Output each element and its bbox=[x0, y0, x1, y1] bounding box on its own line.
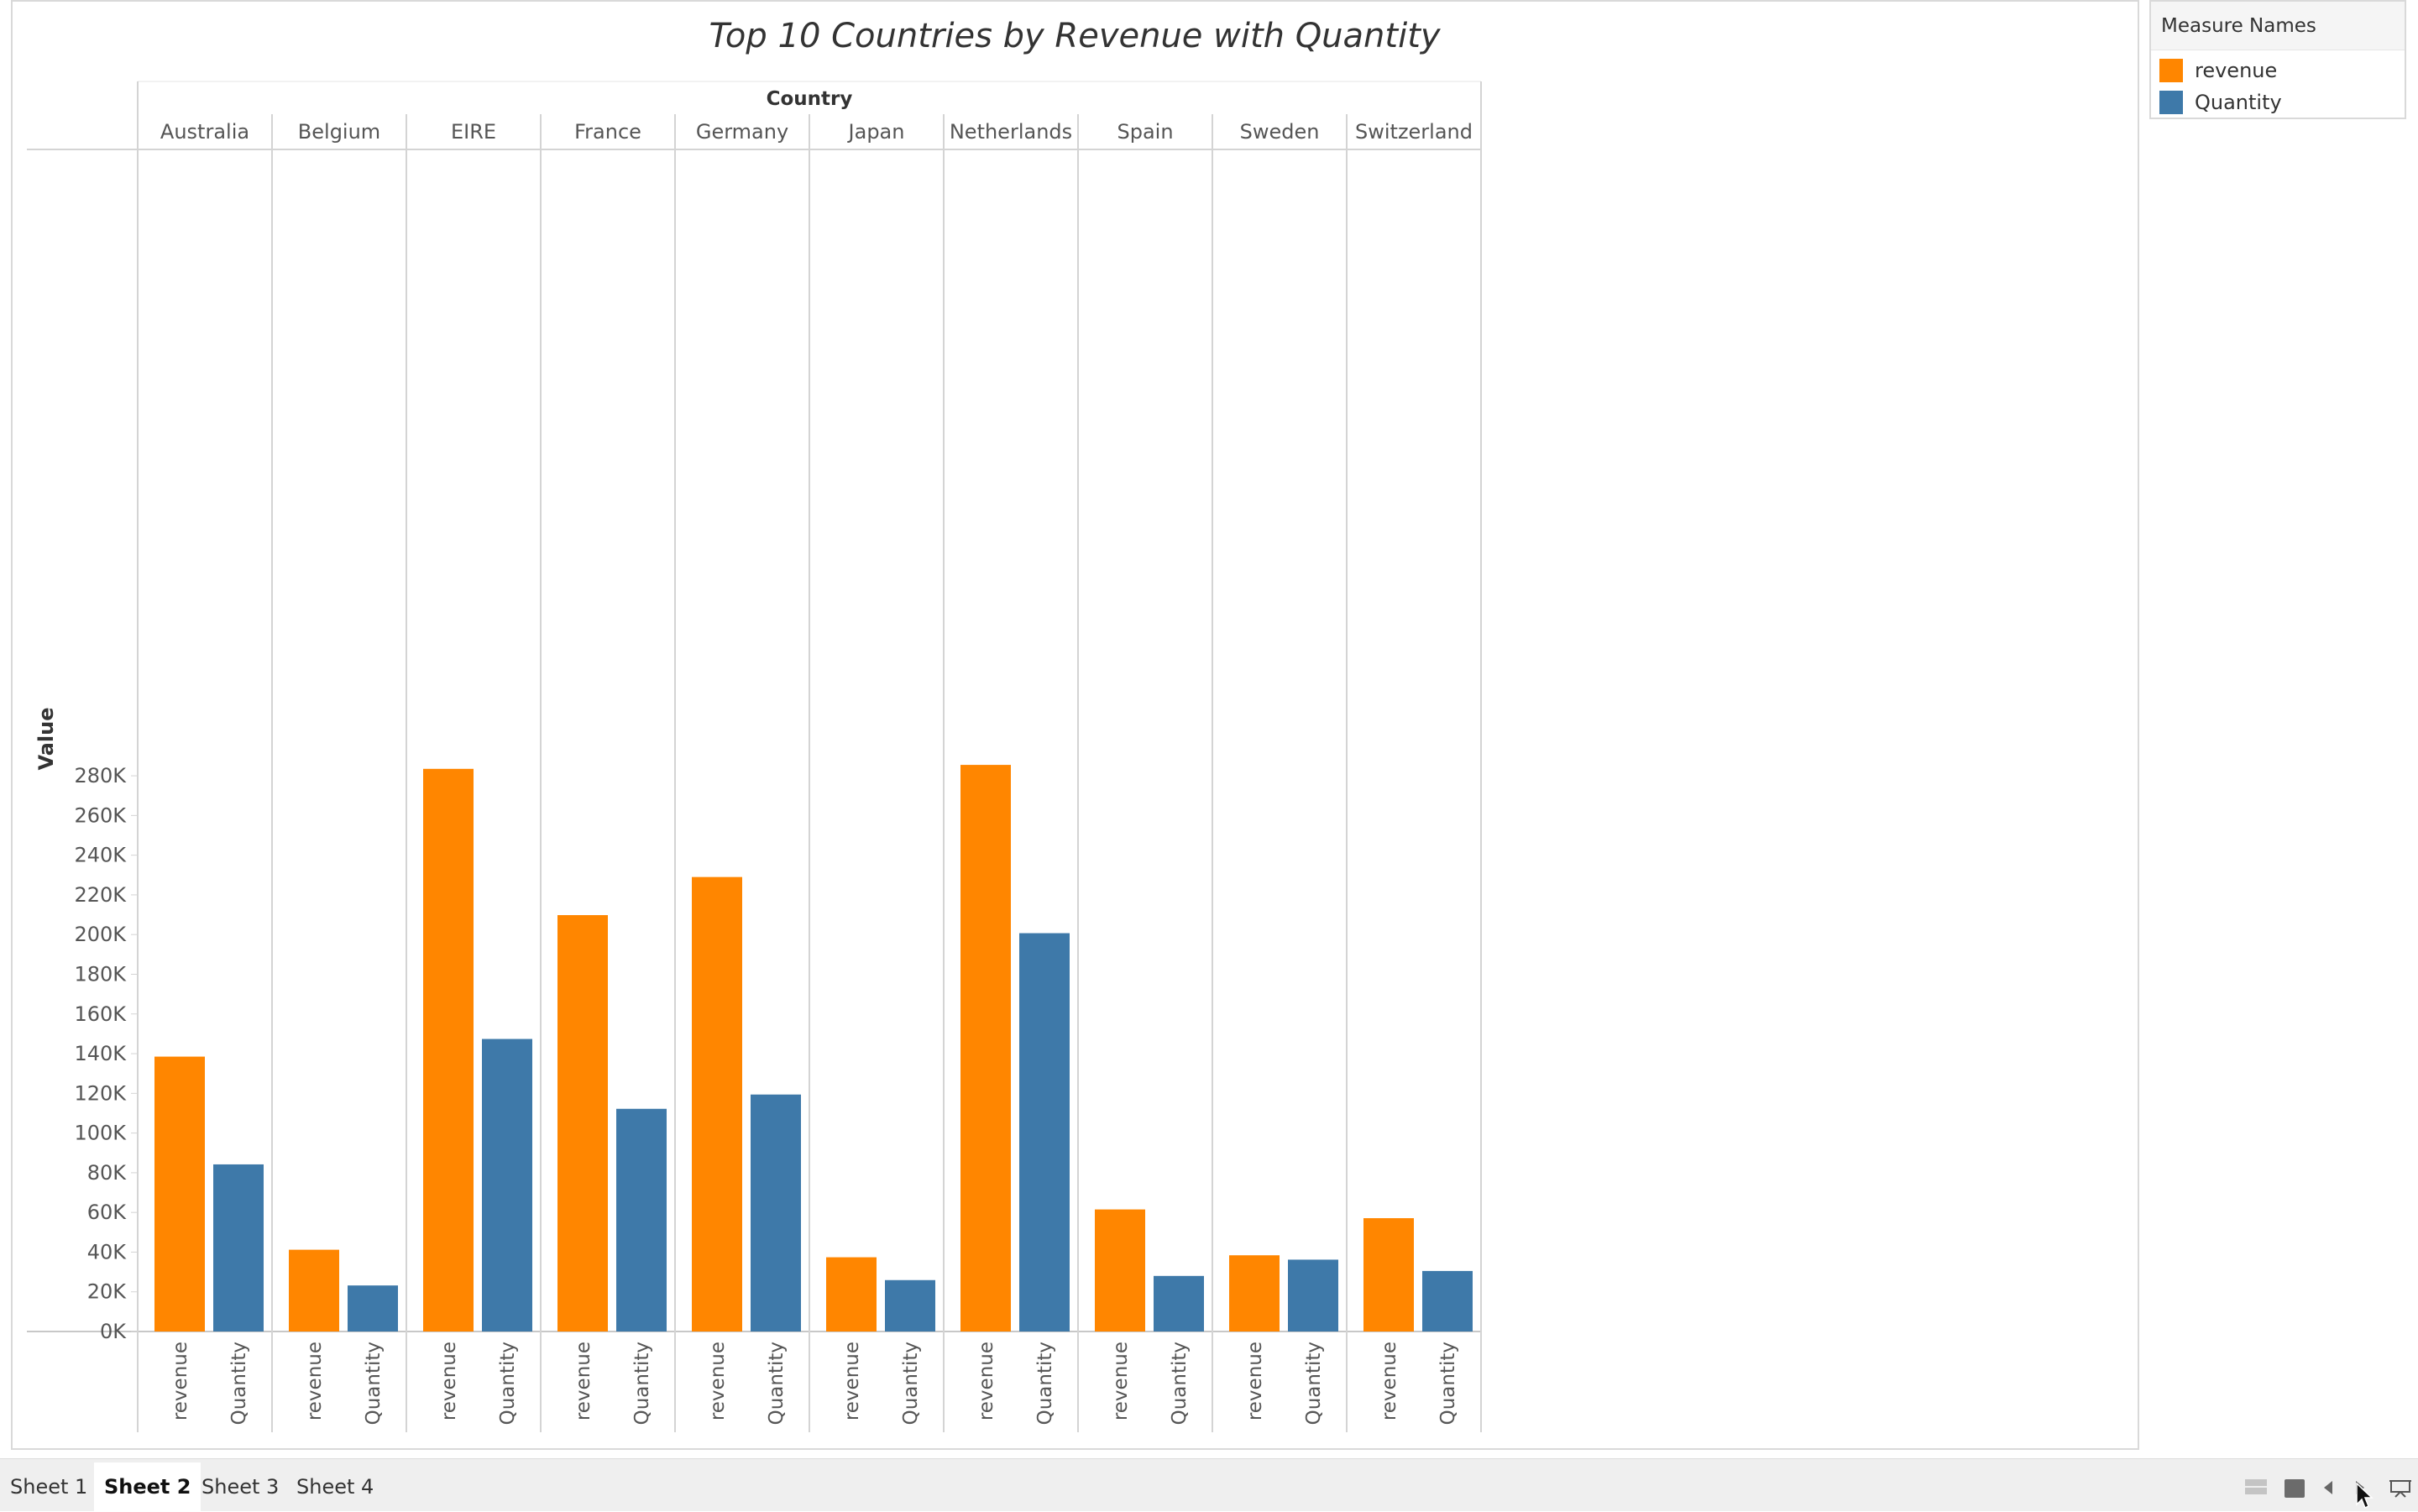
measure-label: revenue bbox=[841, 1342, 863, 1420]
measure-label: revenue bbox=[1379, 1342, 1400, 1420]
y-tick-label: 200K bbox=[74, 923, 127, 946]
bar-revenue-eire bbox=[423, 768, 474, 1332]
country-label: Spain bbox=[1117, 120, 1173, 144]
y-tick-label: 40K bbox=[87, 1240, 128, 1263]
country-label: Switzerland bbox=[1355, 120, 1473, 144]
presentation-icon[interactable] bbox=[2389, 1479, 2411, 1498]
tab-sheet-3[interactable]: Sheet 3 bbox=[202, 1475, 280, 1499]
bar-quantity-netherlands bbox=[1019, 933, 1070, 1332]
measure-label: Quantity bbox=[766, 1342, 788, 1425]
measure-label: Quantity bbox=[363, 1342, 385, 1425]
measure-label: revenue bbox=[304, 1342, 326, 1420]
bar-revenue-germany bbox=[692, 876, 742, 1332]
country-label: Australia bbox=[160, 120, 249, 144]
y-tick-label: 160K bbox=[74, 1002, 127, 1026]
bar-revenue-france bbox=[557, 915, 608, 1332]
measure-label: Quantity bbox=[1169, 1342, 1191, 1425]
tab-sheet-4[interactable]: Sheet 4 bbox=[296, 1475, 374, 1499]
y-tick-label: 0K bbox=[100, 1320, 127, 1343]
measure-label: revenue bbox=[170, 1342, 191, 1420]
bar-quantity-belgium bbox=[348, 1285, 398, 1332]
y-tick-label: 260K bbox=[74, 803, 127, 827]
measure-label: Quantity bbox=[228, 1342, 250, 1425]
bar-revenue-japan bbox=[826, 1257, 877, 1332]
measure-label: Quantity bbox=[900, 1342, 922, 1425]
country-label: Sweden bbox=[1240, 120, 1320, 144]
mouse-cursor-icon bbox=[2356, 1483, 2374, 1509]
legend-label-revenue: revenue bbox=[2195, 59, 2278, 82]
legend-title: Measure Names bbox=[2151, 2, 2405, 50]
y-tick-label: 100K bbox=[74, 1122, 127, 1145]
country-label: Japan bbox=[847, 120, 905, 144]
country-headers: Country Australia Belgium EIRE France Germany… bbox=[160, 88, 1473, 144]
caret-left-icon[interactable] bbox=[2324, 1481, 2332, 1494]
country-label: Netherlands bbox=[950, 120, 1072, 144]
bar-quantity-japan bbox=[885, 1279, 935, 1332]
measure-label: Quantity bbox=[631, 1342, 653, 1425]
bar-quantity-spain bbox=[1154, 1275, 1204, 1332]
y-tick-label: 240K bbox=[74, 844, 127, 867]
bar-revenue-netherlands bbox=[960, 765, 1011, 1332]
bar-revenue-spain bbox=[1095, 1209, 1145, 1332]
legend-label-quantity: Quantity bbox=[2195, 91, 2282, 114]
measure-axis-labels: revenue Quantity revenue Quantity revenue Qua… bbox=[170, 1342, 1459, 1425]
filmstrip-icon[interactable] bbox=[2285, 1479, 2305, 1498]
y-tick-label: 180K bbox=[74, 962, 127, 986]
y-tick-label: 20K bbox=[87, 1280, 128, 1304]
bar-revenue-switzerland bbox=[1363, 1218, 1414, 1332]
bar-quantity-australia bbox=[213, 1164, 264, 1332]
y-tick-label: 60K bbox=[87, 1201, 128, 1224]
y-tick-label: 220K bbox=[74, 883, 127, 907]
bar-revenue-sweden bbox=[1229, 1255, 1280, 1332]
sheet-tab-bar: Sheet 1 Sheet 2 Sheet 3 Sheet 4 bbox=[0, 1458, 2418, 1512]
chart-frame bbox=[27, 81, 1482, 1432]
measure-label: revenue bbox=[1110, 1342, 1132, 1420]
column-header-country: Country bbox=[767, 88, 853, 110]
tab-sheet-2[interactable]: Sheet 2 bbox=[94, 1462, 202, 1512]
bar-quantity-germany bbox=[751, 1094, 801, 1332]
grid-icon[interactable] bbox=[2245, 1479, 2267, 1494]
country-label: EIRE bbox=[451, 120, 496, 144]
measure-label: revenue bbox=[707, 1342, 729, 1420]
bar-quantity-eire bbox=[482, 1039, 532, 1332]
measure-label: Quantity bbox=[1437, 1342, 1459, 1425]
bar-quantity-sweden bbox=[1288, 1259, 1338, 1332]
country-label: Belgium bbox=[298, 120, 380, 144]
bars bbox=[154, 765, 1473, 1332]
measure-label: Quantity bbox=[497, 1342, 519, 1425]
chart-title: Top 10 Countries by Revenue with Quantit… bbox=[709, 17, 1441, 55]
measure-label: revenue bbox=[573, 1342, 594, 1420]
measure-label: revenue bbox=[1244, 1342, 1266, 1420]
bar-chart: 0K 20K 40K 60K 80K 100K 120K 140K 160K 180K 200K 22… bbox=[27, 81, 1482, 1432]
measure-label: revenue bbox=[976, 1342, 997, 1420]
measure-label: Quantity bbox=[1034, 1342, 1056, 1425]
legend-swatch-revenue bbox=[2159, 59, 2183, 82]
bar-revenue-australia bbox=[154, 1056, 205, 1332]
bar-quantity-france bbox=[616, 1108, 667, 1332]
y-tick-label: 120K bbox=[74, 1081, 127, 1105]
tab-sheet-1[interactable]: Sheet 1 bbox=[10, 1475, 88, 1499]
country-label: France bbox=[574, 120, 641, 144]
chart-pane bbox=[11, 0, 2139, 1450]
measure-label: revenue bbox=[438, 1342, 460, 1420]
legend-item-revenue[interactable]: revenue bbox=[2159, 57, 2277, 84]
legend-swatch-quantity bbox=[2159, 91, 2183, 114]
y-tick-label: 140K bbox=[74, 1042, 127, 1065]
legend-item-quantity[interactable]: Quantity bbox=[2159, 89, 2282, 116]
y-tick-label: 80K bbox=[87, 1161, 128, 1185]
y-axis-title: Value bbox=[34, 707, 58, 770]
legend[interactable]: Measure Names revenue Quantity bbox=[2149, 0, 2406, 119]
measure-label: Quantity bbox=[1303, 1342, 1325, 1425]
country-label: Germany bbox=[696, 120, 788, 144]
y-tick-label: 280K bbox=[74, 764, 127, 787]
y-axis: 0K 20K 40K 60K 80K 100K 120K 140K 160K 180K 200K 22… bbox=[34, 707, 138, 1343]
bar-revenue-belgium bbox=[289, 1249, 339, 1332]
bar-quantity-switzerland bbox=[1422, 1270, 1473, 1332]
